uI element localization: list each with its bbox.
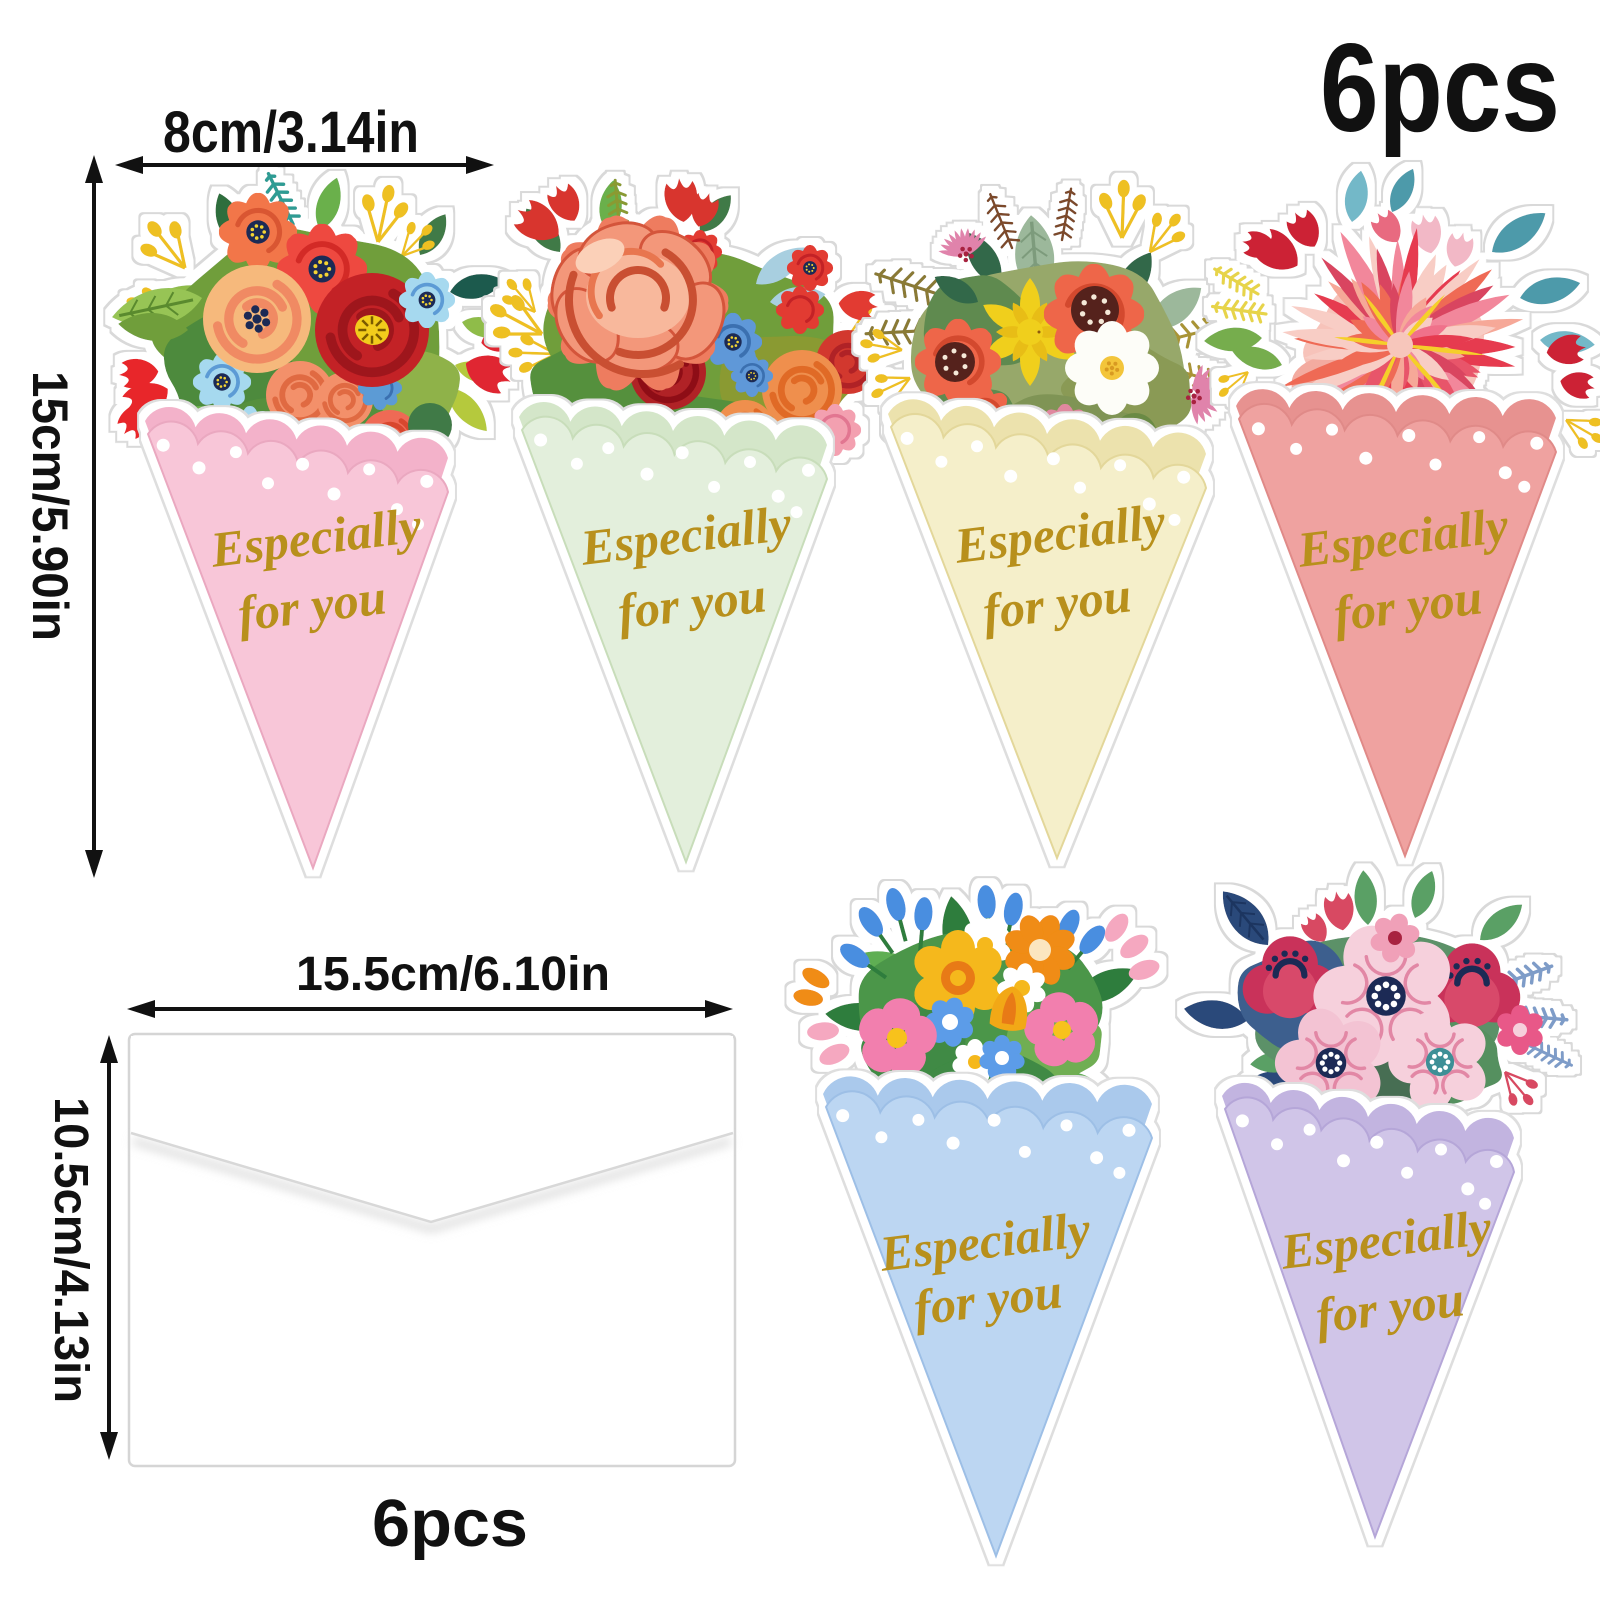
svg-text:6pcs: 6pcs: [1320, 19, 1560, 158]
svg-text:10.5cm/4.13in: 10.5cm/4.13in: [44, 1097, 97, 1403]
svg-text:15.5cm/6.10in: 15.5cm/6.10in: [296, 948, 610, 1001]
svg-text:6pcs: 6pcs: [372, 1486, 528, 1561]
svg-text:8cm/3.14in: 8cm/3.14in: [163, 100, 419, 165]
svg-text:15cm/5.90in: 15cm/5.90in: [22, 371, 78, 641]
